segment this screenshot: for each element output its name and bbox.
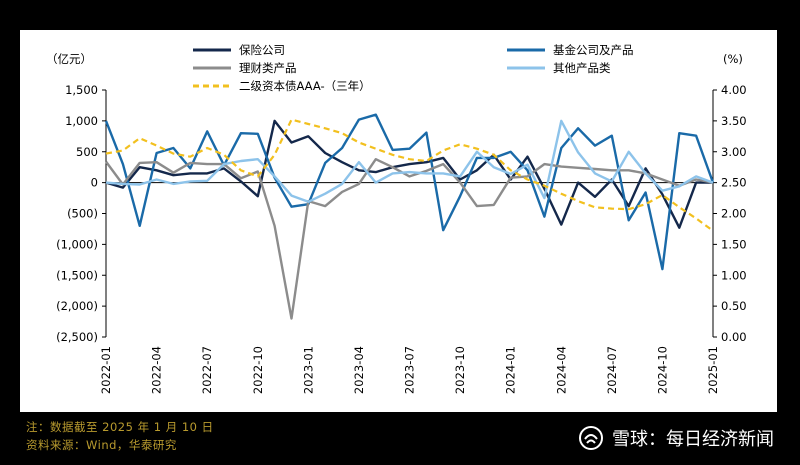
left-axis-unit: （亿元） [46,52,92,66]
right-tick-label: 0.00 [721,330,747,344]
series-line-3 [105,157,714,320]
right-tick-label: 4.00 [721,83,747,97]
snowball-logo-icon [579,426,603,450]
x-tick-label: 2025-01 [706,346,720,394]
right-tick-label: 3.50 [721,114,747,128]
legend-label-1: 保险公司 [239,43,285,57]
series-line-5 [105,118,714,232]
right-tick-label: 0.50 [721,299,747,313]
right-tick-label: 1.00 [721,268,747,282]
x-tick-label: 2022-07 [200,346,214,394]
footnote-note: 注：数据截至 2025 年 1 月 10 日 [26,420,214,434]
chart-panel: 1,500 1,000 500 0 (500) (1,000) (1,500) (2,000)… [20,30,777,412]
left-tick-label: (2,500) [56,330,98,344]
right-tick-label: 2.50 [721,176,747,190]
left-tick-label: 1,500 [65,83,98,97]
footnote-source: 资料来源：Wind，华泰研究 [26,438,177,452]
legend-label-5: 二级资本债AAA-（三年） [239,79,371,93]
x-tick-label: 2023-04 [352,346,366,394]
line-chart: 1,500 1,000 500 0 (500) (1,000) (1,500) (2,000)… [46,43,747,394]
legend-label-3: 理财类产品 [239,61,297,75]
right-tick-label: 1.50 [721,237,747,251]
right-axis-unit: (%) [723,52,743,66]
x-tick-label: 2024-04 [554,346,568,394]
left-tick-label: 500 [76,145,98,159]
x-tick-label: 2024-01 [504,346,518,394]
left-tick-label: (2,000) [56,299,98,313]
x-tick-label: 2024-10 [655,346,669,394]
x-tick-label: 2023-10 [453,346,467,394]
x-tick-label: 2022-01 [99,346,113,394]
right-tick-label: 2.00 [721,207,747,221]
left-tick-label: (1,000) [56,237,98,251]
x-tick-label: 2022-10 [251,346,265,394]
watermark: 雪球：每日经济新闻 [578,425,774,451]
x-tick-label: 2024-07 [605,346,619,394]
left-tick-label: 0 [91,176,98,190]
left-tick-label: (500) [67,207,98,221]
right-tick-label: 3.00 [721,145,747,159]
x-tick-label: 2023-01 [301,346,315,394]
legend-label-2: 基金公司及产品 [553,43,634,57]
x-tick-label: 2023-07 [403,346,417,394]
series-line-2 [104,113,715,271]
watermark-text: 雪球：每日经济新闻 [612,429,774,450]
series-line-1 [105,119,713,229]
series-line-4 [105,119,714,204]
left-tick-label: 1,000 [65,114,98,128]
x-tick-label: 2022-04 [150,346,164,394]
left-tick-label: (1,500) [56,268,98,282]
legend-label-4: 其他产品类 [553,61,611,75]
